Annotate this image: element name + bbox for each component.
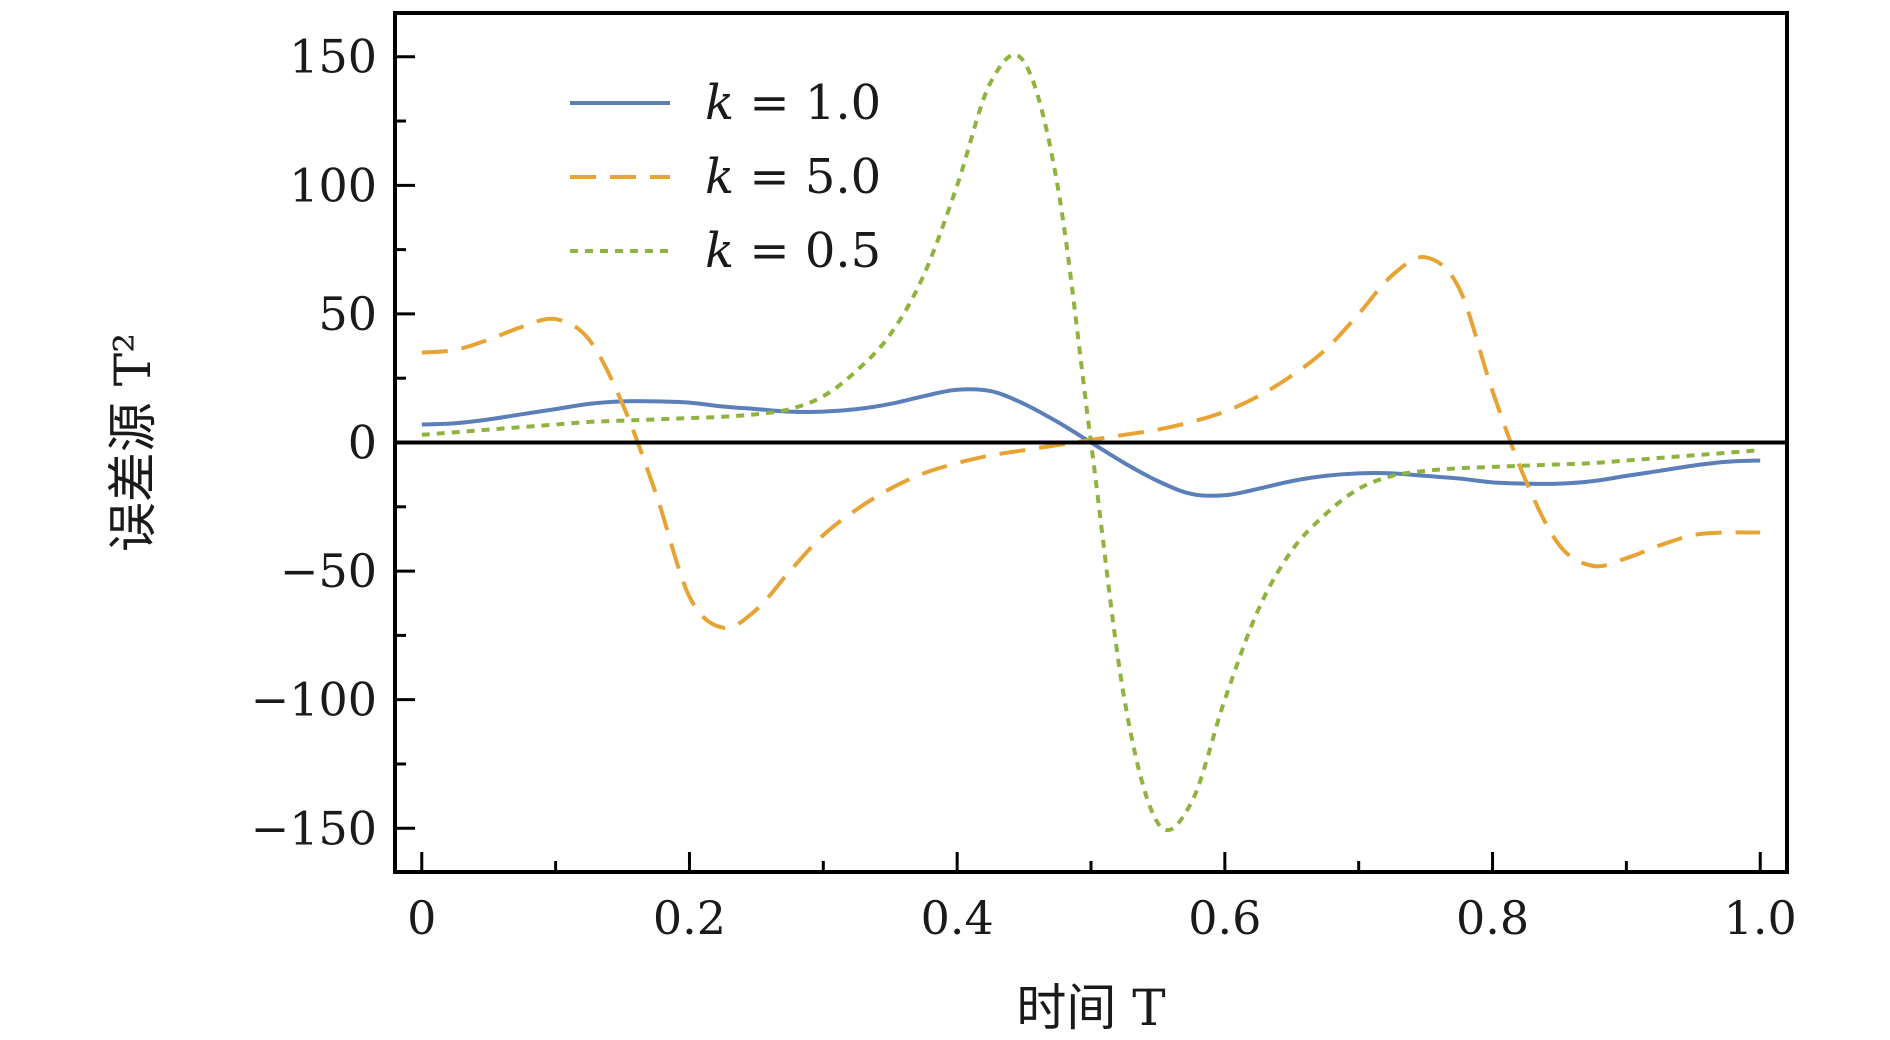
y-axis-title: 误差源 T²: [104, 333, 162, 552]
legend-label-3: k = 0.5: [705, 223, 881, 279]
y-tick-label: −150: [251, 801, 377, 855]
x-tick-label: 0.4: [921, 891, 994, 945]
y-tick-label: 100: [289, 158, 377, 212]
y-tick-label: 0: [348, 416, 377, 470]
x-tick-label: 1.0: [1724, 891, 1797, 945]
x-tick-label: 0: [407, 891, 436, 945]
legend-label-1: k = 1.0: [705, 75, 881, 131]
tick-labels: 0 0.2 0.4 0.6 0.8 1.0 150 100 50 0 −50 −100 −150: [251, 30, 1797, 945]
y-tick-label: −100: [251, 673, 377, 727]
legend: k = 1.0 k = 5.0 k = 0.5: [570, 75, 881, 279]
y-tick-label: 150: [289, 30, 377, 84]
axis-ticks: [395, 55, 1762, 872]
y-tick-label: 50: [318, 287, 377, 341]
y-tick-label: −50: [280, 544, 377, 598]
x-axis-title: 时间 T: [1016, 979, 1165, 1037]
x-tick-label: 0.2: [653, 891, 726, 945]
x-tick-label: 0.8: [1456, 891, 1529, 945]
x-tick-label: 0.6: [1188, 891, 1261, 945]
legend-label-2: k = 5.0: [705, 149, 881, 205]
